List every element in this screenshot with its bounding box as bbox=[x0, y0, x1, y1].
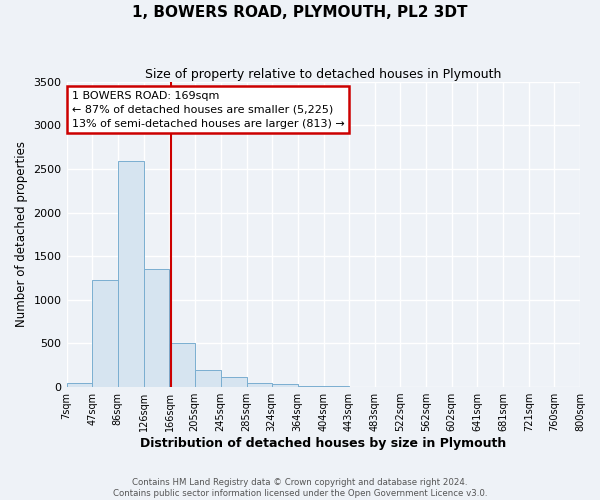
Text: 1 BOWERS ROAD: 169sqm
← 87% of detached houses are smaller (5,225)
13% of semi-d: 1 BOWERS ROAD: 169sqm ← 87% of detached … bbox=[71, 91, 344, 129]
Title: Size of property relative to detached houses in Plymouth: Size of property relative to detached ho… bbox=[145, 68, 502, 80]
Bar bbox=[247, 382, 272, 387]
Bar bbox=[298, 386, 323, 387]
Bar bbox=[221, 378, 247, 387]
Bar bbox=[169, 344, 195, 387]
Bar bbox=[118, 161, 143, 387]
Text: Contains HM Land Registry data © Crown copyright and database right 2024.
Contai: Contains HM Land Registry data © Crown c… bbox=[113, 478, 487, 498]
Y-axis label: Number of detached properties: Number of detached properties bbox=[15, 142, 28, 328]
X-axis label: Distribution of detached houses by size in Plymouth: Distribution of detached houses by size … bbox=[140, 437, 506, 450]
Bar bbox=[272, 384, 298, 387]
Bar bbox=[143, 270, 169, 387]
Bar bbox=[92, 280, 118, 387]
Text: 1, BOWERS ROAD, PLYMOUTH, PL2 3DT: 1, BOWERS ROAD, PLYMOUTH, PL2 3DT bbox=[132, 5, 468, 20]
Bar bbox=[67, 382, 92, 387]
Bar bbox=[195, 370, 221, 387]
Bar bbox=[323, 386, 349, 387]
